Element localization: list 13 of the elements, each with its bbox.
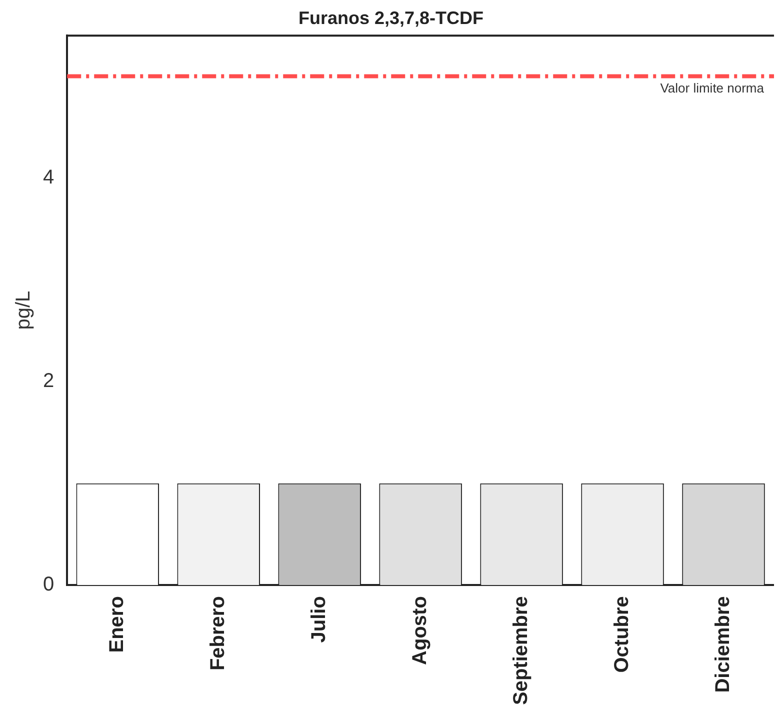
- x-tick-label: Diciembre: [712, 596, 734, 693]
- y-tick-label: 2: [43, 370, 54, 392]
- y-axis-title: pg/L: [12, 290, 35, 330]
- x-tick-label: Agosto: [409, 596, 432, 665]
- chart-title: Furanos 2,3,7,8-TCDF: [298, 8, 484, 28]
- x-tick-label: Septiembre: [510, 596, 532, 706]
- ref-line-label: Valor limite norma: [660, 80, 765, 96]
- y-tick-label: 4: [43, 166, 54, 189]
- y-tick-label: 0: [43, 574, 54, 596]
- x-tick-label: Enero: [106, 596, 128, 653]
- x-tick-label: Febrero: [207, 596, 230, 671]
- x-tick-label: Julio: [308, 596, 330, 643]
- x-tick-label: Octubre: [611, 596, 634, 673]
